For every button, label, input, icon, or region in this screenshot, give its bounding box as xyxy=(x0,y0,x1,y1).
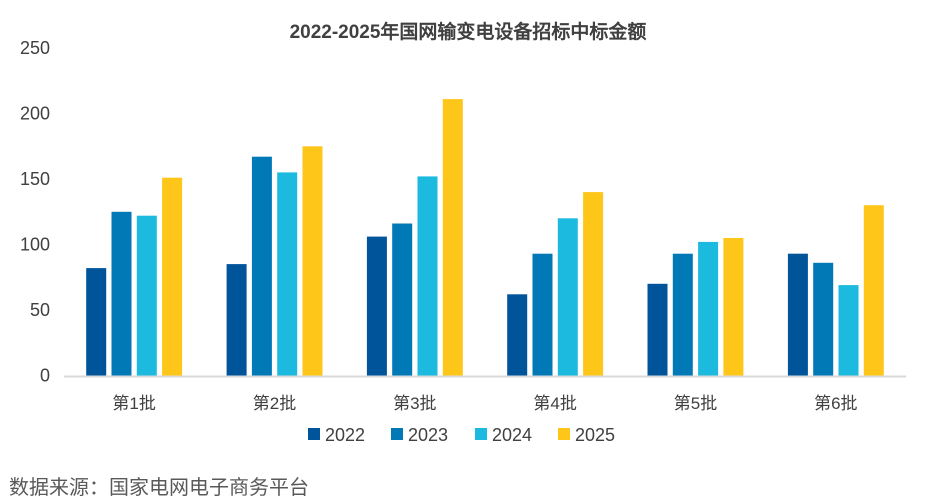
legend-swatch xyxy=(558,428,570,440)
source-note: 数据来源：国家电网电子商务平台 xyxy=(9,477,309,499)
bar-2022-5 xyxy=(647,283,668,376)
bar-2024-3 xyxy=(417,176,438,376)
x-tick-label: 第2批 xyxy=(253,394,296,413)
y-tick-label: 100 xyxy=(20,235,50,255)
bar-2023-1 xyxy=(111,211,132,376)
legend-label: 2023 xyxy=(408,425,448,445)
bar-2025-4 xyxy=(583,192,604,376)
y-tick-label: 200 xyxy=(20,104,50,124)
bar-2023-3 xyxy=(392,223,413,376)
bar-2025-1 xyxy=(162,177,183,376)
y-axis: 0 50 100 150 200 250 xyxy=(20,38,50,386)
bar-2022-2 xyxy=(226,264,247,376)
x-tick-label: 第5批 xyxy=(674,394,717,413)
bar-2022-4 xyxy=(507,294,528,376)
chart-title: 2022-2025年国网输变电设备招标中标金额 xyxy=(290,20,647,43)
legend-swatch xyxy=(391,428,403,440)
legend-label: 2022 xyxy=(325,425,365,445)
bar-2024-6 xyxy=(838,285,859,376)
bar-2024-2 xyxy=(277,172,298,376)
y-tick-label: 150 xyxy=(20,169,50,189)
y-tick-label: 50 xyxy=(30,300,50,320)
x-tick-label: 第6批 xyxy=(814,394,857,413)
x-tick-label: 第4批 xyxy=(533,394,576,413)
y-tick-label: 0 xyxy=(40,366,50,386)
bar-2025-2 xyxy=(302,146,323,376)
bar-2022-6 xyxy=(787,253,808,376)
legend-label: 2025 xyxy=(575,425,615,445)
legend-item-2022: 2022 xyxy=(308,425,365,445)
legend: 2022 2023 2024 2025 xyxy=(308,425,615,445)
bar-2024-5 xyxy=(698,241,719,376)
x-axis: 第1批 第2批 第3批 第4批 第5批 第6批 xyxy=(112,394,857,413)
bar-2023-6 xyxy=(813,262,834,376)
bar-2022-1 xyxy=(86,268,107,376)
legend-item-2025: 2025 xyxy=(558,425,615,445)
bar-2025-6 xyxy=(863,205,884,376)
bar-2023-5 xyxy=(672,253,693,376)
x-tick-label: 第1批 xyxy=(112,394,155,413)
bars xyxy=(86,99,884,376)
legend-swatch xyxy=(308,428,320,440)
bar-2023-2 xyxy=(251,156,272,376)
bar-2024-4 xyxy=(557,218,578,376)
bar-2023-4 xyxy=(532,253,553,376)
bar-2025-3 xyxy=(442,99,463,376)
legend-item-2023: 2023 xyxy=(391,425,448,445)
bar-2025-5 xyxy=(723,238,744,376)
legend-swatch xyxy=(475,428,487,440)
bar-2022-3 xyxy=(366,236,387,376)
legend-item-2024: 2024 xyxy=(475,425,532,445)
legend-label: 2024 xyxy=(492,425,532,445)
y-tick-label: 250 xyxy=(20,38,50,58)
bar-2024-1 xyxy=(136,215,157,376)
x-tick-label: 第3批 xyxy=(393,394,436,413)
